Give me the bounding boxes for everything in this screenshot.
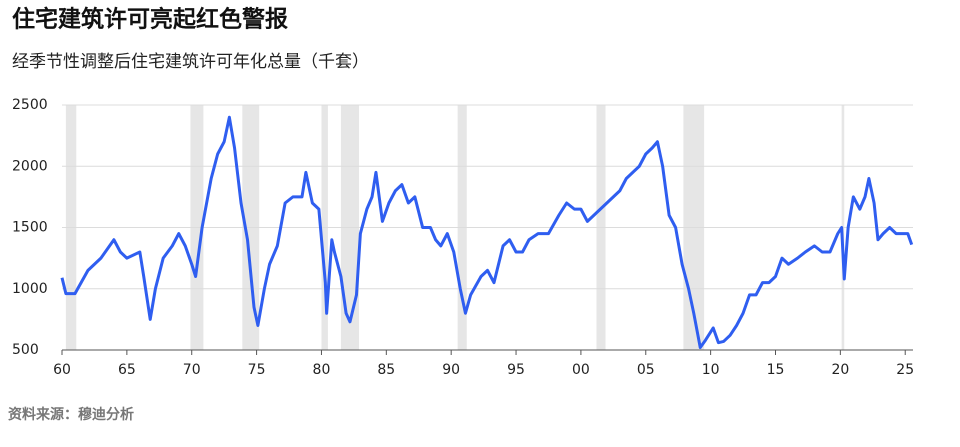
- x-tick-label: 90: [442, 362, 460, 378]
- y-tick-label: 1500: [12, 220, 48, 236]
- x-tick-label: 15: [767, 362, 785, 378]
- x-tick-label: 85: [377, 362, 395, 378]
- x-tick-label: 05: [637, 362, 655, 378]
- x-tick-label: 70: [183, 362, 201, 378]
- y-tick-label: 1000: [12, 281, 48, 297]
- y-tick-label: 2500: [12, 97, 48, 113]
- y-tick-label: 2000: [12, 158, 48, 174]
- y-tick-label: 500: [12, 342, 39, 358]
- x-tick-label: 00: [572, 362, 590, 378]
- x-tick-label: 10: [702, 362, 720, 378]
- x-tick-label: 60: [53, 362, 71, 378]
- x-tick-label: 95: [507, 362, 525, 378]
- source-note: 资料来源：穆迪分析: [8, 406, 134, 423]
- chart-subtitle: 经季节性调整后住宅建筑许可年化总量（千套）: [12, 52, 369, 72]
- x-tick-label: 75: [248, 362, 266, 378]
- x-tick-label: 25: [896, 362, 914, 378]
- data-line: [60, 115, 914, 350]
- x-tick-label: 80: [313, 362, 331, 378]
- chart-title: 住宅建筑许可亮起红色警报: [12, 6, 288, 33]
- x-tick-label: 65: [118, 362, 136, 378]
- x-tick-label: 20: [831, 362, 849, 378]
